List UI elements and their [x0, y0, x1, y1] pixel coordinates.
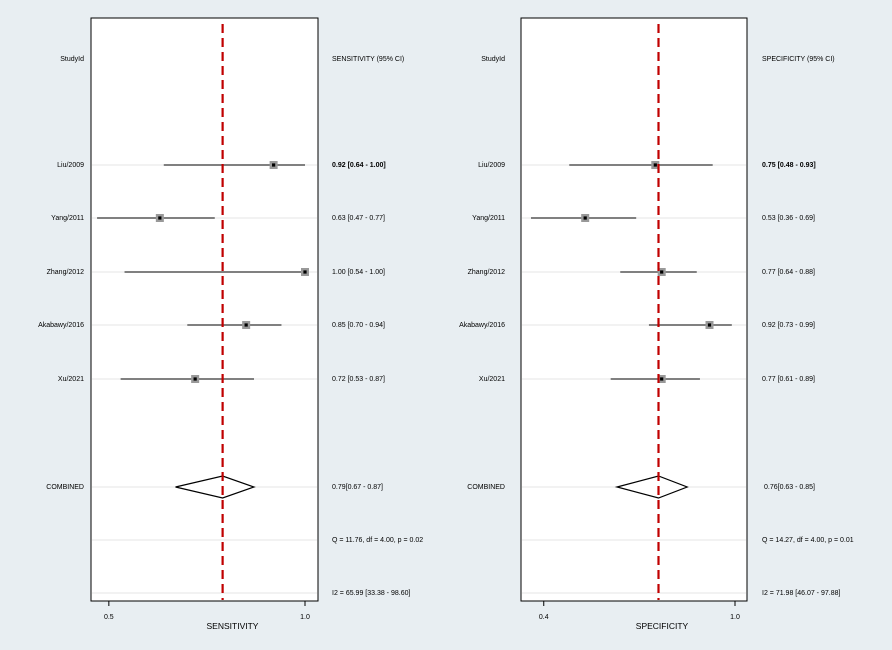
specificity-point-center [583, 216, 587, 220]
sensitivity-point-center [303, 270, 307, 274]
specificity-study-label: Zhang/2012 [468, 269, 505, 276]
specificity-study-label: Liu/2009 [478, 162, 505, 169]
sensitivity-ci-label: 0.63 [0.47 - 0.77] [332, 215, 385, 222]
specificity-x-tick-label: 1.0 [730, 614, 740, 621]
specificity-header-ci: SPECIFICITY (95% CI) [762, 56, 835, 63]
sensitivity-heterogeneity-q: Q = 11.76, df = 4.00, p = 0.02 [332, 537, 423, 544]
specificity-x-axis-title: SPECIFICITY [636, 621, 689, 631]
sensitivity-ci-label: 0.85 [0.70 - 0.94] [332, 322, 385, 329]
sensitivity-point-center [193, 377, 197, 381]
specificity-ci-label: 0.77 [0.64 - 0.88] [762, 269, 815, 276]
specificity-study-label: Xu/2021 [479, 376, 505, 383]
sensitivity-study-label: Zhang/2012 [47, 269, 84, 276]
specificity-point-center [653, 163, 657, 167]
sensitivity-heterogeneity-i2: I2 = 65.99 [33.38 - 98.60] [332, 590, 410, 597]
sensitivity-combined-label: COMBINED [46, 484, 84, 491]
sensitivity-study-label: Akabawy/2016 [38, 322, 84, 329]
specificity-ci-label: 0.53 [0.36 - 0.69] [762, 215, 815, 222]
sensitivity-ci-label: 1.00 [0.54 - 1.00] [332, 269, 385, 276]
specificity-study-label: Yang/2011 [472, 215, 505, 222]
specificity-point-center [707, 323, 712, 327]
sensitivity-combined-ci-label: 0.79[0.67 - 0.87] [332, 484, 383, 491]
specificity-point-center [660, 377, 664, 381]
sensitivity-study-label: Liu/2009 [57, 162, 84, 169]
sensitivity-point-center [272, 163, 276, 167]
sensitivity-plot-frame [90, 17, 319, 602]
sensitivity-x-axis-title: SENSITIVITY [207, 621, 259, 631]
sensitivity-combined-diamond [175, 475, 256, 499]
specificity-combined-ci-label: 0.76[0.63 - 0.85] [764, 484, 815, 491]
sensitivity-study-label: Xu/2021 [58, 376, 84, 383]
specificity-heterogeneity-q: Q = 14.27, df = 4.00, p = 0.01 [762, 537, 854, 544]
specificity-header-studyid: StudyId [481, 56, 505, 63]
specificity-ci-label: 0.77 [0.61 - 0.89] [762, 376, 815, 383]
specificity-heterogeneity-i2: I2 = 71.98 [46.07 - 97.88] [762, 590, 840, 597]
specificity-combined-diamond [614, 475, 689, 499]
sensitivity-header-ci: SENSITIVITY (95% CI) [332, 56, 404, 63]
specificity-plot-frame [520, 17, 748, 602]
specificity-point-center [660, 270, 664, 274]
sensitivity-point-center [244, 323, 248, 327]
sensitivity-header-studyid: StudyId [60, 56, 84, 63]
sensitivity-x-tick-label: 1.0 [300, 614, 310, 621]
sensitivity-ci-label: 0.92 [0.64 - 1.00] [332, 162, 386, 169]
sensitivity-point-center [158, 216, 162, 220]
sensitivity-study-label: Yang/2011 [51, 215, 84, 222]
specificity-study-label: Akabawy/2016 [459, 322, 505, 329]
sensitivity-x-tick-label: 0.5 [104, 614, 114, 621]
specificity-ci-label: 0.75 [0.48 - 0.93] [762, 162, 816, 169]
specificity-combined-label: COMBINED [467, 484, 505, 491]
specificity-ci-label: 0.92 [0.73 - 0.99] [762, 322, 815, 329]
specificity-x-tick-label: 0.4 [539, 614, 549, 621]
sensitivity-ci-label: 0.72 [0.53 - 0.87] [332, 376, 385, 383]
